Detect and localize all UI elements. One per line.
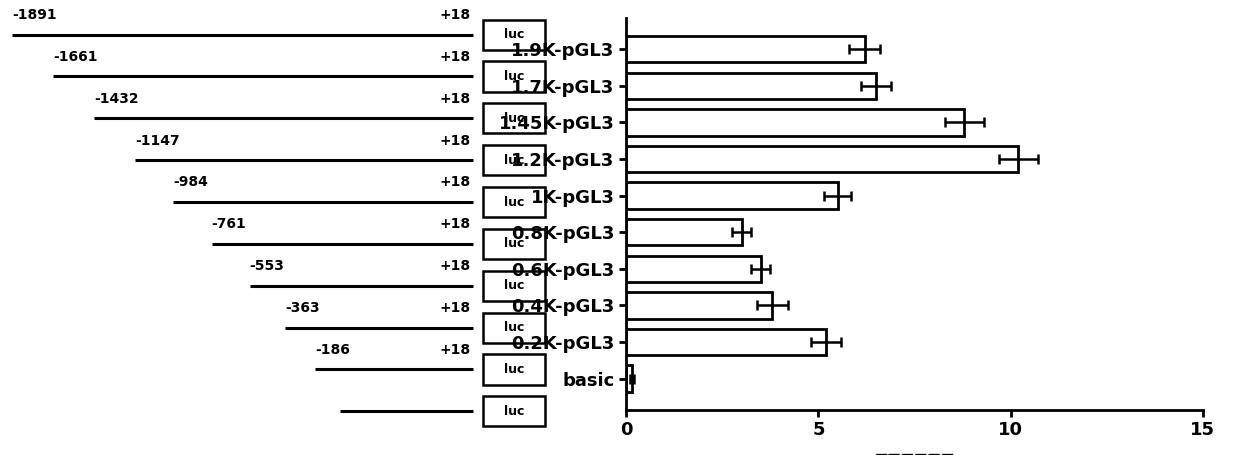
Text: luc: luc: [503, 28, 525, 41]
Text: +18: +18: [439, 217, 471, 231]
Text: -1432: -1432: [94, 92, 139, 106]
Text: -761: -761: [212, 217, 247, 231]
Bar: [626, 219, 742, 245]
Text: +18: +18: [439, 50, 471, 64]
Bar: [626, 292, 773, 318]
Text: luc: luc: [503, 279, 525, 292]
FancyBboxPatch shape: [482, 354, 546, 384]
Text: luc: luc: [503, 405, 525, 418]
Text: luc: luc: [503, 70, 525, 83]
Text: -186: -186: [315, 343, 350, 357]
X-axis label: 荧光素酶活性: 荧光素酶活性: [874, 453, 955, 455]
Text: +18: +18: [439, 8, 471, 22]
Text: +18: +18: [439, 92, 471, 106]
FancyBboxPatch shape: [482, 61, 546, 91]
Text: -1661: -1661: [53, 50, 98, 64]
Bar: [626, 73, 875, 99]
Text: -553: -553: [249, 259, 285, 273]
FancyBboxPatch shape: [482, 103, 546, 133]
FancyBboxPatch shape: [482, 229, 546, 259]
Text: +18: +18: [439, 176, 471, 189]
Text: luc: luc: [503, 321, 525, 334]
Text: luc: luc: [503, 363, 525, 376]
Bar: [626, 146, 1018, 172]
Bar: [626, 256, 761, 282]
Text: luc: luc: [503, 154, 525, 167]
Text: -363: -363: [285, 301, 320, 315]
Text: -1891: -1891: [12, 8, 57, 22]
Bar: [626, 329, 826, 355]
Bar: [626, 182, 838, 209]
Bar: [626, 365, 632, 392]
Text: +18: +18: [439, 134, 471, 147]
Text: -984: -984: [174, 176, 208, 189]
Text: luc: luc: [503, 112, 525, 125]
FancyBboxPatch shape: [482, 396, 546, 426]
Text: luc: luc: [503, 238, 525, 250]
Text: -1147: -1147: [135, 134, 180, 147]
FancyBboxPatch shape: [482, 187, 546, 217]
FancyBboxPatch shape: [482, 145, 546, 175]
Text: +18: +18: [439, 259, 471, 273]
FancyBboxPatch shape: [482, 271, 546, 301]
Text: luc: luc: [503, 196, 525, 208]
Text: +18: +18: [439, 301, 471, 315]
FancyBboxPatch shape: [482, 313, 546, 343]
Text: +18: +18: [439, 343, 471, 357]
Bar: [626, 36, 864, 62]
Bar: [626, 109, 965, 136]
FancyBboxPatch shape: [482, 20, 546, 50]
